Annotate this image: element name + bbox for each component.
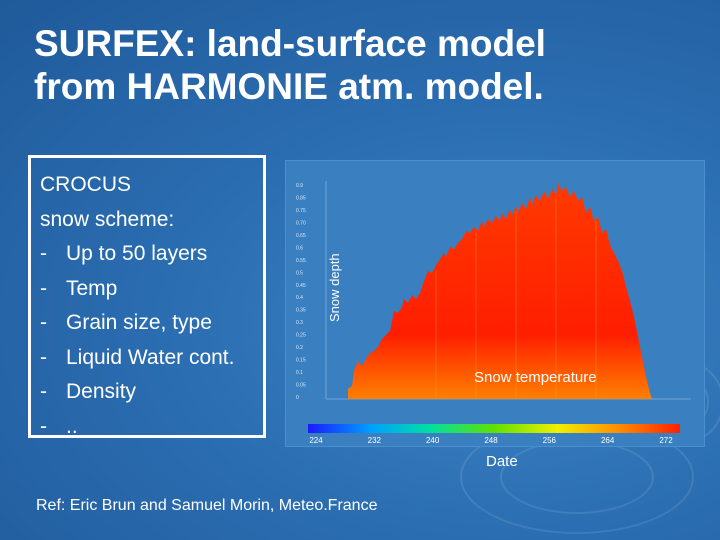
y-tick-label: 0.55 (296, 258, 306, 264)
colorbar-tick-label: 256 (543, 436, 557, 445)
title-line-2: from HARMONIE atm. model. (34, 66, 544, 107)
ripple-decoration (500, 440, 654, 514)
bullet-item: -.. (40, 414, 78, 438)
y-tick-label: 0.4 (296, 295, 303, 301)
textbox-line-1: CROCUS (40, 173, 132, 196)
date-strip (326, 407, 691, 421)
y-tick-label: 0.70 (296, 220, 306, 226)
y-tick-label: 0.9 (296, 183, 303, 189)
bullet-item: - Liquid Water cont. (40, 345, 235, 369)
y-tick-label: 0.05 (296, 383, 306, 389)
bullet-item: - Up to 50 layers (40, 242, 208, 265)
colorbar-tick-label: 248 (484, 436, 498, 445)
y-tick-label: 0.1 (296, 370, 303, 376)
bullet-item: - Grain size, type (40, 311, 212, 334)
y-tick-label: 0.25 (296, 333, 306, 339)
title-line-1: SURFEX: land-surface model (34, 23, 546, 64)
colorbar-tick-label: 240 (426, 436, 440, 445)
colorbar-tick-label: 264 (601, 436, 615, 445)
crocus-description-box: CROCUS snow scheme: - Up to 50 layers - Te… (28, 155, 266, 438)
slide-title: SURFEX: land-surface model from HARMONIE… (34, 22, 674, 108)
y-tick-label: 0 (296, 395, 299, 401)
layer-streaks (435, 199, 597, 399)
y-tick-label: 0.15 (296, 358, 306, 364)
y-tick-label: 0.35 (296, 308, 306, 314)
colorbar-tick-label: 272 (659, 436, 673, 445)
colorbar-tick-label: 232 (368, 436, 382, 445)
y-tick-label: 0.2 (296, 345, 303, 351)
colorbar-tick-labels: 224 232 240 248 256 264 272 (309, 436, 673, 445)
snow-profile-svg: 0.9 0.85 0.75 0.70 0.65 0.6 0.55 0.5 0.45 0.4 0.35… (296, 181, 691, 445)
y-tick-label: 0.5 (296, 270, 303, 276)
y-tick-label: 0.45 (296, 283, 306, 289)
temperature-colorbar (308, 424, 680, 433)
reference-text: Ref: Eric Brun and Samuel Morin, Meteo.F… (36, 497, 378, 514)
snow-depth-area (348, 183, 652, 399)
y-tick-label: 0.75 (296, 208, 306, 214)
y-tick-label: 0.85 (296, 195, 306, 201)
y-tick-label: 0.65 (296, 233, 306, 239)
snow-temperature-label: Snow temperature (474, 369, 597, 386)
bullet-item: - Temp (40, 276, 118, 300)
y-axis-label: Snow depth (327, 253, 342, 322)
x-axis-label: Date (486, 453, 518, 470)
colorbar-tick-label: 224 (309, 436, 323, 445)
y-tick-label: 0.3 (296, 320, 303, 326)
bullet-item: - Density (40, 380, 137, 403)
textbox-line-2: snow scheme: (40, 207, 175, 231)
y-tick-labels: 0.9 0.85 0.75 0.70 0.65 0.6 0.55 0.5 0.45 0.4 0.35… (296, 183, 306, 401)
y-tick-label: 0.6 (296, 245, 303, 251)
snow-profile-plot: 0.9 0.85 0.75 0.70 0.65 0.6 0.55 0.5 0.45 0.4 0.35… (285, 160, 705, 447)
